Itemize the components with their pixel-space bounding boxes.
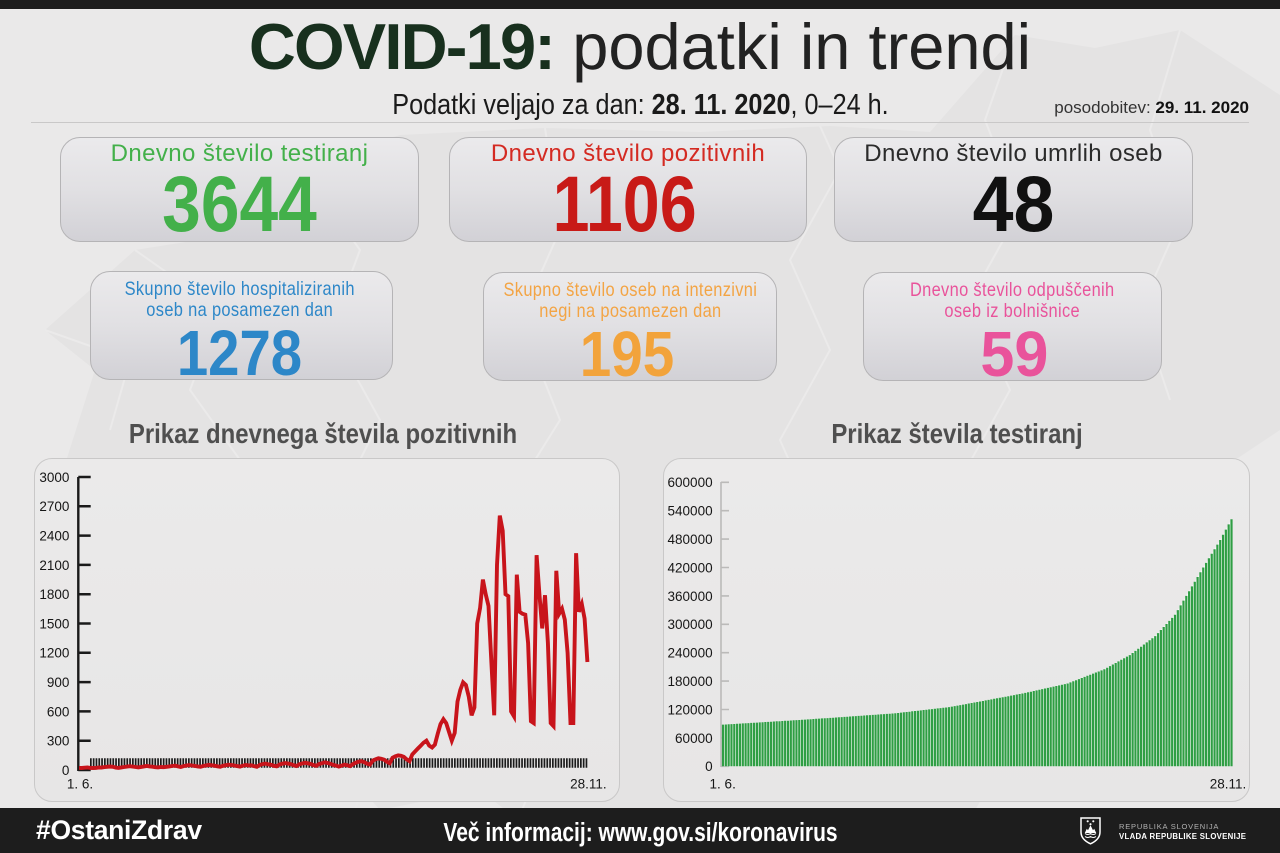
svg-text:180000: 180000	[668, 674, 713, 689]
svg-text:0: 0	[705, 759, 713, 774]
svg-text:1. 6.: 1. 6.	[710, 777, 736, 792]
svg-text:1500: 1500	[39, 616, 69, 631]
svg-text:600: 600	[47, 704, 70, 719]
svg-text:28.11.: 28.11.	[1210, 777, 1247, 792]
svg-text:0: 0	[62, 763, 70, 778]
svg-text:1800: 1800	[39, 587, 69, 602]
svg-text:360000: 360000	[668, 589, 713, 604]
svg-text:2700: 2700	[39, 499, 69, 514]
svg-text:60000: 60000	[675, 731, 713, 746]
svg-text:540000: 540000	[668, 504, 713, 519]
svg-text:300000: 300000	[668, 617, 713, 632]
svg-text:300: 300	[47, 734, 70, 749]
svg-text:600000: 600000	[668, 475, 713, 490]
svg-text:1200: 1200	[39, 646, 69, 661]
svg-text:2400: 2400	[39, 529, 69, 544]
svg-text:420000: 420000	[668, 560, 713, 575]
svg-text:120000: 120000	[668, 702, 713, 717]
svg-text:1. 6.: 1. 6.	[67, 777, 93, 792]
svg-text:240000: 240000	[668, 646, 713, 661]
svg-text:480000: 480000	[668, 532, 713, 547]
svg-text:28.11.: 28.11.	[570, 777, 607, 792]
svg-text:3000: 3000	[39, 470, 69, 485]
svg-text:2100: 2100	[39, 558, 69, 573]
svg-text:900: 900	[47, 675, 70, 690]
